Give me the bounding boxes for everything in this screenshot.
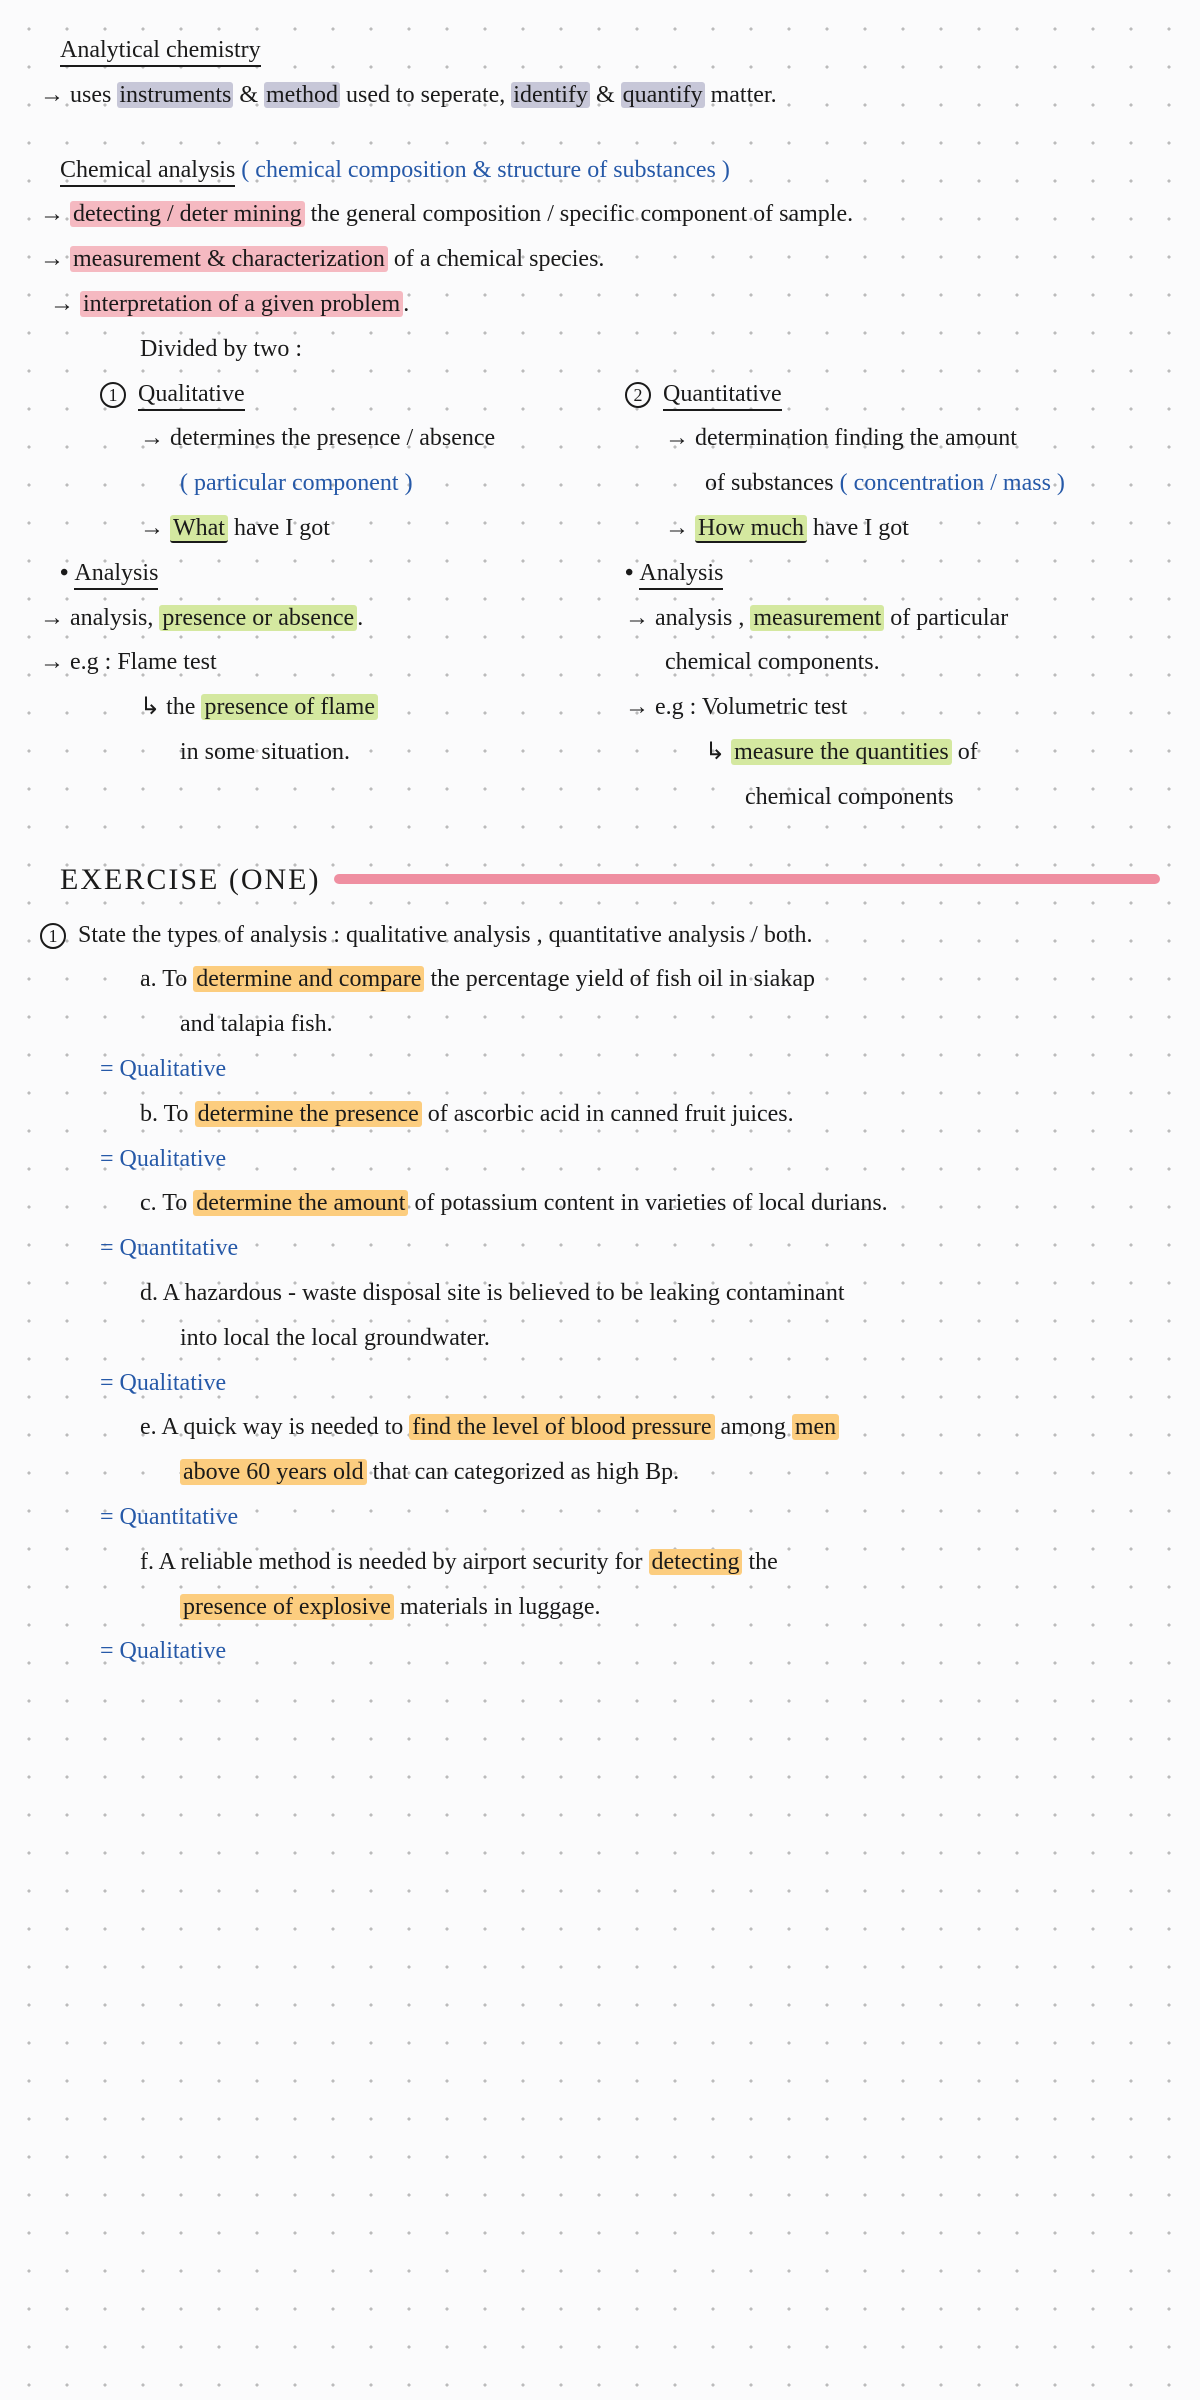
chemical-l2: measurement & characterization of a chem…	[40, 239, 1160, 280]
quant-l1: determination finding the amount	[665, 418, 1160, 459]
qual-l2: What have I got	[140, 508, 595, 549]
answer-e: Quantitative	[100, 1497, 1160, 1538]
heading-subtitle: ( chemical composition & structure of su…	[241, 157, 730, 183]
heading-chemical: Chemical analysis ( chemical composition…	[60, 150, 1160, 191]
qual-l1b: ( particular component )	[180, 463, 595, 504]
analytical-desc: uses instruments & method used to sepera…	[40, 75, 1160, 116]
quant-ana1: analysis , measurement of particular	[625, 598, 1160, 639]
quant-l2: How much have I got	[665, 508, 1160, 549]
pink-bar	[334, 874, 1160, 884]
quant-l1b: of substances ( concentration / mass )	[705, 463, 1160, 504]
quant-eg2: measure the quantities of	[705, 732, 1160, 773]
item-a2: and talapia fish.	[180, 1004, 1160, 1045]
quantitative-col: 2 Quantitative determination finding the…	[625, 374, 1160, 822]
answer-a: Qualitative	[100, 1049, 1160, 1090]
exercise-heading: EXERCISE (ONE)	[60, 854, 1160, 905]
answer-c: Quantitative	[100, 1228, 1160, 1269]
quant-eg3: chemical components	[745, 777, 1160, 818]
qualitative-col: 1 Qualitative determines the presence / …	[60, 374, 595, 822]
item-e2: above 60 years old that can categorized …	[180, 1452, 1160, 1493]
item-e: e. A quick way is needed to find the lev…	[140, 1407, 1160, 1448]
chemical-l1: detecting / deter mining the general com…	[40, 194, 1160, 235]
quant-analysis-head: Analysis	[625, 553, 1160, 594]
quant-eg: e.g : Volumetric test	[625, 687, 1160, 728]
exercise-title-text: EXERCISE (ONE)	[60, 854, 320, 905]
qual-eg2: the presence of flame	[140, 687, 595, 728]
quant-ana2: chemical components.	[665, 642, 1160, 683]
chemical-l3: interpretation of a given problem.	[50, 284, 1160, 325]
answer-d: Qualitative	[100, 1363, 1160, 1404]
item-f2: presence of explosive materials in lugga…	[180, 1587, 1160, 1628]
circle-1-icon: 1	[40, 923, 66, 949]
heading-analytical: Analytical chemistry	[60, 30, 1160, 71]
heading-text: Analytical chemistry	[60, 37, 261, 67]
answer-b: Qualitative	[100, 1139, 1160, 1180]
item-f: f. A reliable method is needed by airpor…	[140, 1542, 1160, 1583]
item-b: b. To determine the presence of ascorbic…	[140, 1094, 1160, 1135]
answer-f: Qualitative	[100, 1631, 1160, 1672]
item-a: a. To determine and compare the percenta…	[140, 959, 1160, 1000]
item-d2: into local the local groundwater.	[180, 1318, 1160, 1359]
circle-2-icon: 2	[625, 382, 651, 408]
exercise-q1: 1 State the types of analysis : qualitat…	[40, 915, 1160, 956]
quant-title: 2 Quantitative	[625, 374, 1160, 415]
divided-by-two: Divided by two :	[140, 329, 1160, 370]
qual-eg3: in some situation.	[180, 732, 595, 773]
item-c: c. To determine the amount of potassium …	[140, 1183, 1160, 1224]
qual-title: 1 Qualitative	[100, 374, 595, 415]
qual-ana1: analysis, presence or absence.	[40, 598, 595, 639]
heading-text: Chemical analysis	[60, 157, 235, 187]
circle-1-icon: 1	[100, 382, 126, 408]
qual-analysis-head: Analysis	[60, 553, 595, 594]
qual-l1: determines the presence / absence	[140, 418, 595, 459]
item-d: d. A hazardous - waste disposal site is …	[140, 1273, 1160, 1314]
analysis-columns: 1 Qualitative determines the presence / …	[60, 374, 1160, 822]
qual-eg: e.g : Flame test	[40, 642, 595, 683]
